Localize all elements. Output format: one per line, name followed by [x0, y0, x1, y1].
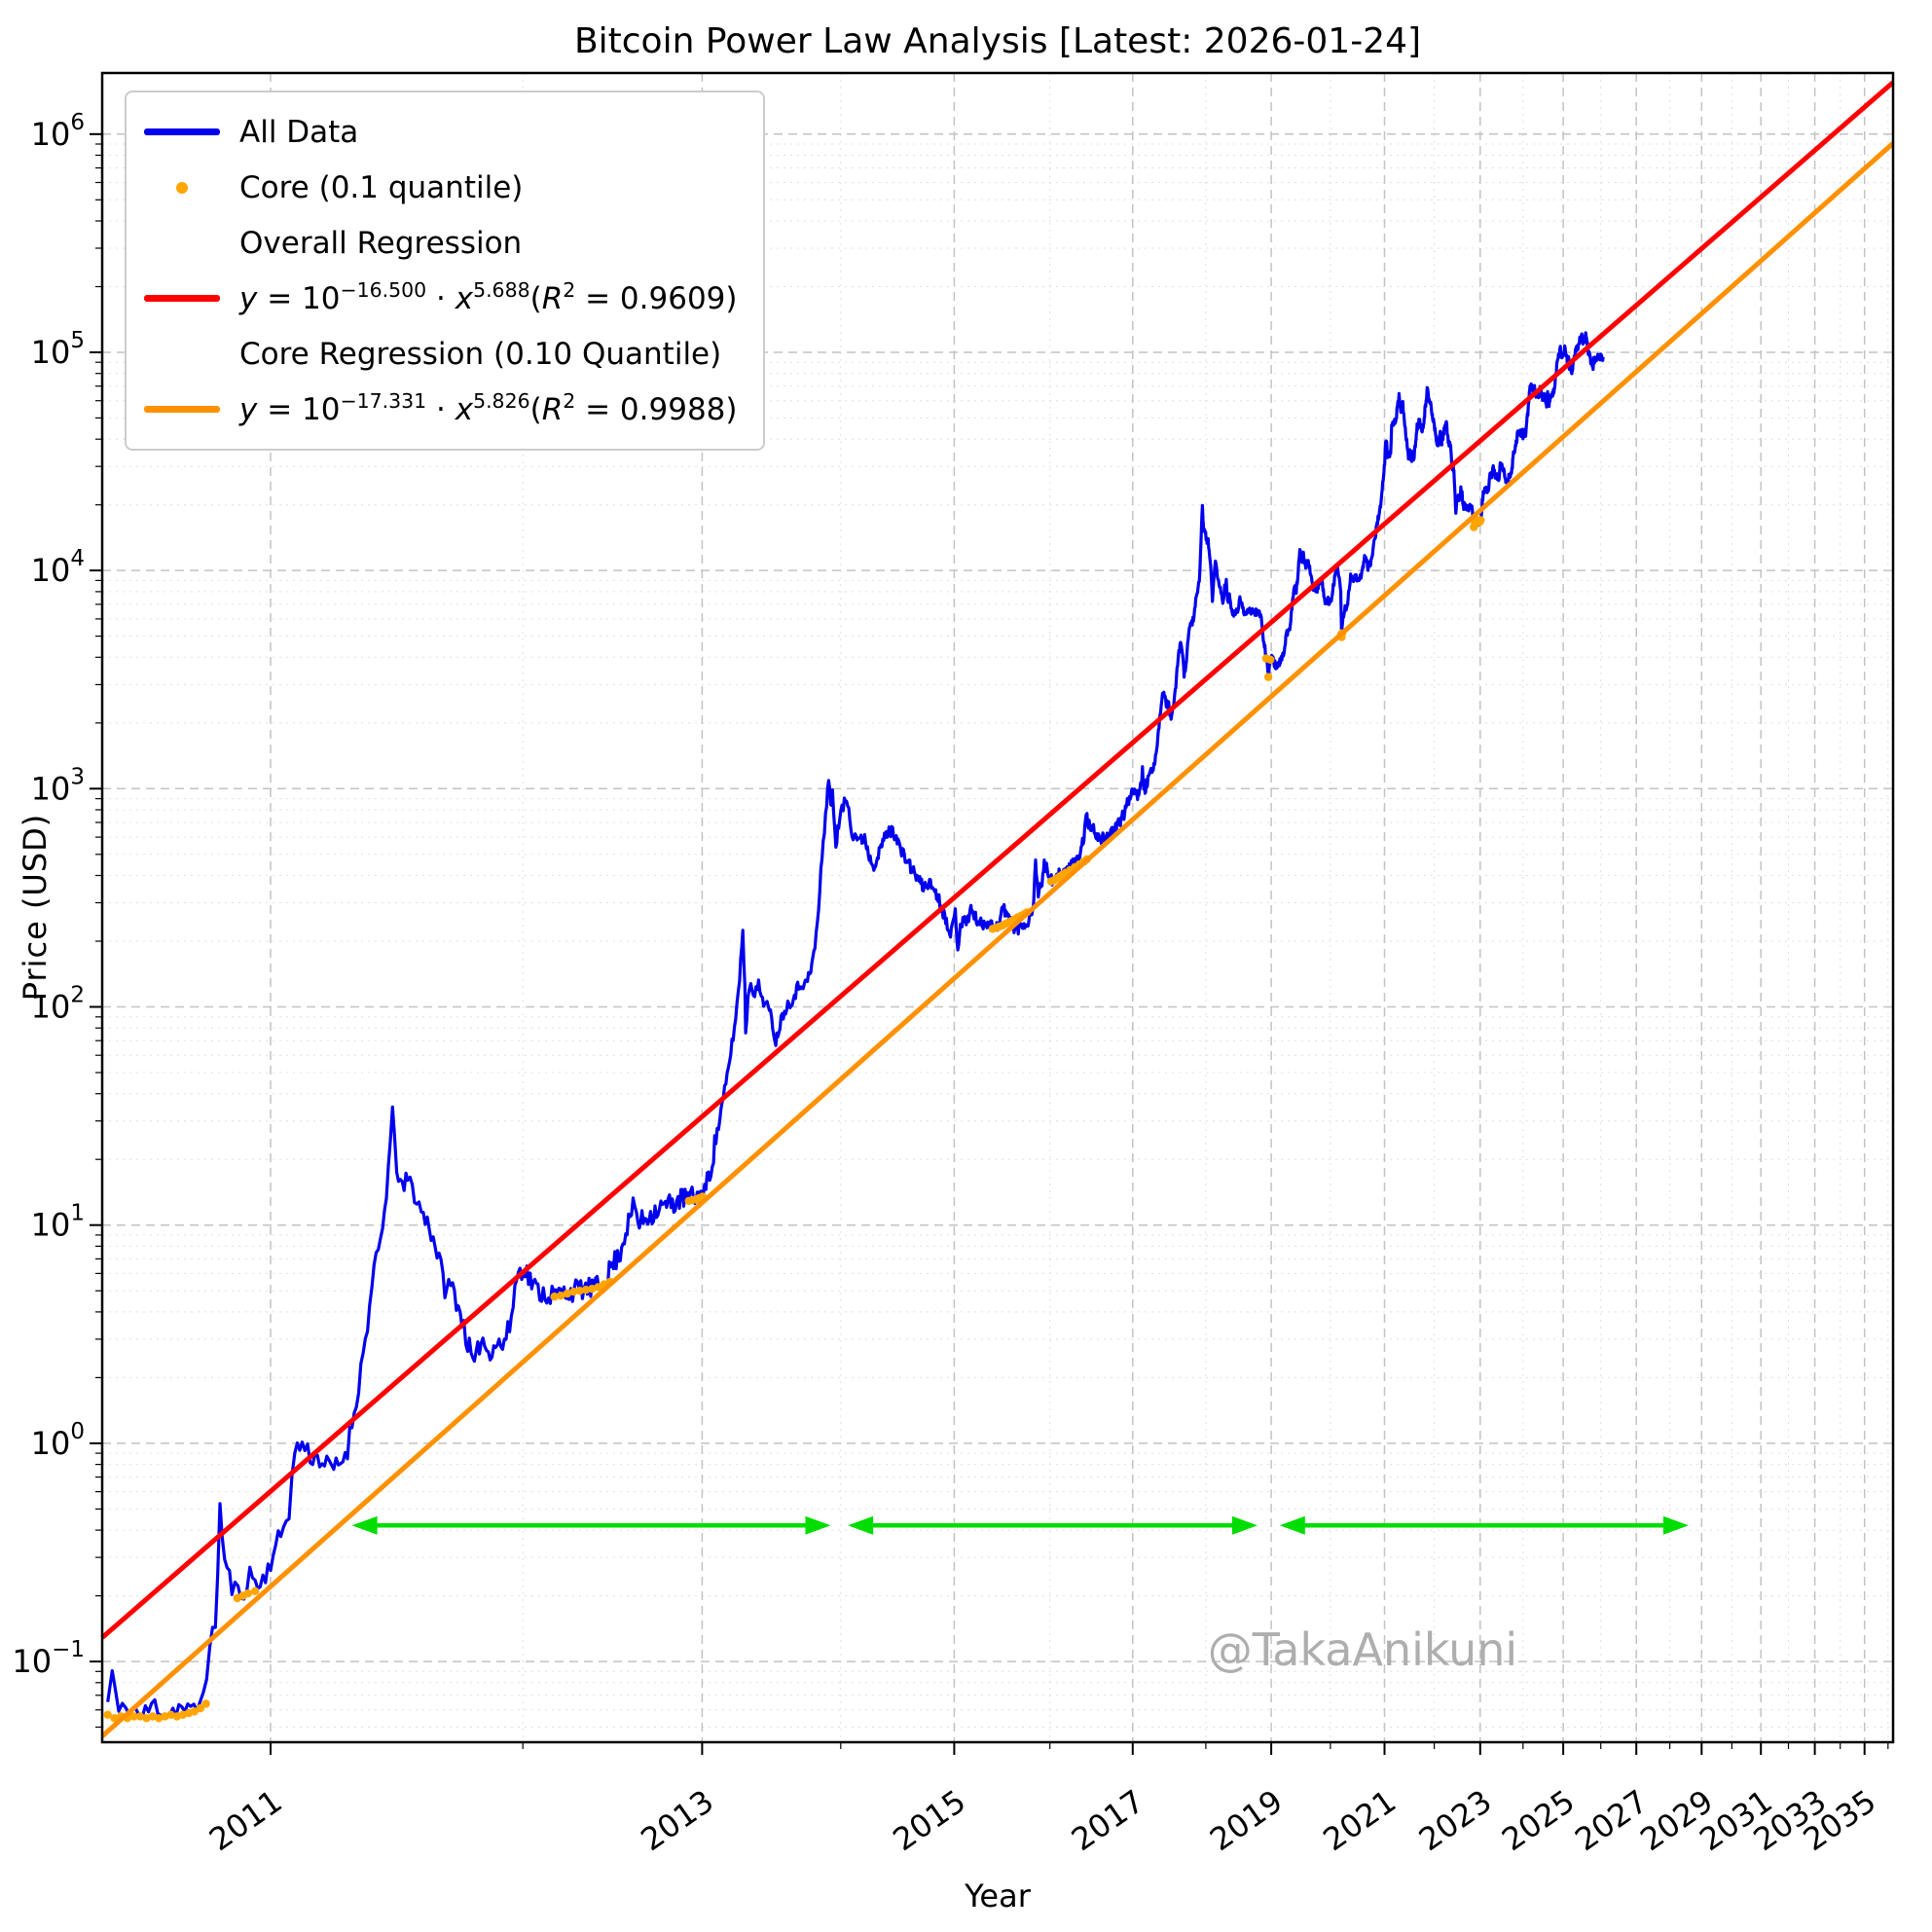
legend-line-sample	[144, 295, 220, 302]
y-tick-label: 101	[31, 1201, 85, 1244]
x-tick-label: 2021	[1317, 1782, 1403, 1858]
y-tick-label: 100	[31, 1419, 85, 1462]
legend-item: All Data	[144, 104, 738, 160]
price-line	[106, 331, 1605, 1719]
x-tick-label: 2011	[202, 1782, 289, 1858]
overall-regression-line	[100, 80, 1895, 1640]
y-axis-label: Price (USD)	[17, 813, 54, 1002]
legend-label: All Data	[239, 114, 359, 150]
watermark: @TakaAnikuni	[1207, 1623, 1518, 1676]
y-tick-label: 106	[31, 110, 85, 153]
legend-item: Overall Regression	[144, 215, 738, 271]
legend-label: y = 10−17.331 · x5.826(R2 = 0.9988)	[239, 389, 738, 427]
y-tick-label: 105	[31, 328, 85, 371]
legend: All Data Core (0.1 quantile) Overall Regre…	[125, 91, 765, 451]
legend-item: y = 10−16.500 · x5.688(R2 = 0.9609)	[144, 271, 738, 326]
x-tick-label: 2015	[886, 1782, 972, 1858]
x-tick-label: 2013	[634, 1782, 720, 1858]
plot-border	[100, 71, 1895, 1744]
grid-minor	[95, 73, 1893, 1749]
legend-item: Core Regression (0.10 Quantile)	[144, 326, 738, 382]
legend-item: Core (0.1 quantile)	[144, 160, 738, 215]
core-regression-line	[100, 141, 1895, 1738]
legend-item: y = 10−17.331 · x5.826(R2 = 0.9988)	[144, 382, 738, 437]
x-tick-label: 2019	[1203, 1782, 1290, 1858]
y-tick-label: 10−1	[12, 1637, 85, 1680]
legend-line-sample	[144, 406, 220, 413]
x-tick-label: 2017	[1065, 1782, 1151, 1858]
legend-label: Core Regression (0.10 Quantile)	[239, 336, 722, 372]
legend-line-sample	[144, 128, 220, 135]
legend-label: y = 10−16.500 · x5.688(R2 = 0.9609)	[239, 278, 738, 316]
x-tick-label: 2025	[1495, 1782, 1582, 1858]
y-tick-label: 103	[31, 764, 85, 807]
x-axis-label: Year	[965, 1877, 1031, 1914]
legend-label: Core (0.1 quantile)	[239, 169, 524, 205]
cycle-arrows	[351, 1515, 1689, 1535]
legend-marker	[144, 181, 220, 194]
chart-title: Bitcoin Power Law Analysis [Latest: 2026…	[573, 21, 1422, 61]
x-tick-label: 2027	[1568, 1782, 1655, 1858]
legend-label: Overall Regression	[239, 225, 523, 261]
y-tick-label: 104	[31, 546, 85, 589]
x-tick-label: 2023	[1412, 1782, 1499, 1858]
